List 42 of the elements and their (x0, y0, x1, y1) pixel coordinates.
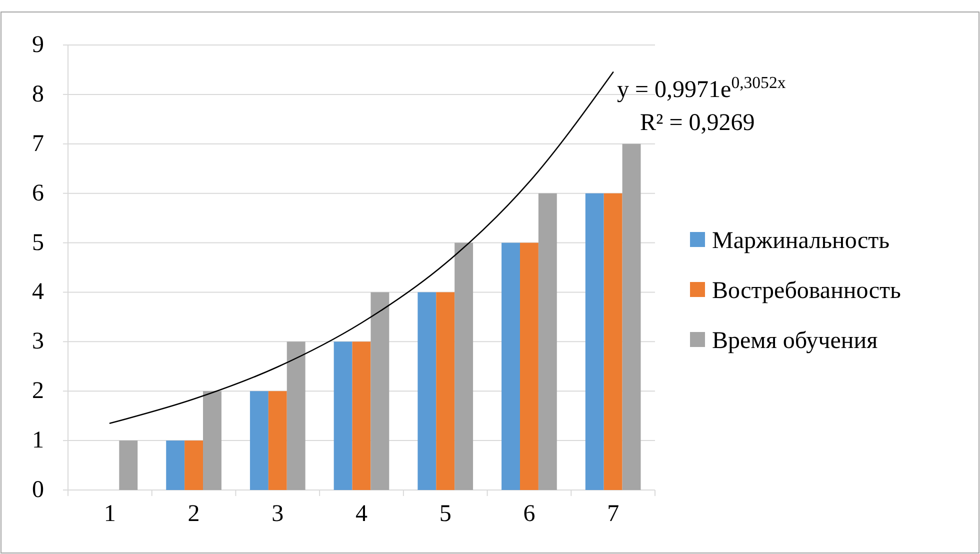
annotation: y = 0,9971e$^{0,3052x}$ (617, 72, 786, 103)
x-tick-label: 7 (607, 501, 620, 528)
bar (250, 391, 268, 490)
legend-label: Время обучения (712, 328, 878, 354)
y-tick-label: 7 (32, 130, 44, 157)
bar (334, 342, 352, 490)
bar (520, 242, 538, 490)
bar (352, 342, 371, 490)
annotation: R² = 0,9269 (640, 110, 755, 136)
x-tick-label: 3 (272, 501, 284, 528)
bar (502, 242, 520, 490)
bar (622, 144, 641, 490)
bar (203, 391, 222, 490)
y-tick-label: 9 (32, 32, 44, 58)
y-tick-label: 5 (32, 230, 44, 256)
bar (370, 292, 390, 490)
y-tick-label: 2 (32, 378, 44, 404)
bar (436, 292, 455, 490)
legend-label: Маржинальность (712, 228, 890, 254)
legend-label: Востребованность (712, 278, 901, 304)
bar (604, 193, 622, 490)
x-tick-label: 4 (356, 501, 368, 528)
x-tick-label: 1 (104, 501, 116, 528)
y-tick-label: 8 (32, 81, 44, 108)
x-tick-label: 6 (523, 501, 536, 528)
bar (286, 342, 306, 490)
y-tick-label: 0 (32, 477, 44, 503)
bar (184, 440, 204, 490)
line-series (109, 72, 614, 424)
bar (454, 242, 474, 490)
y-tick-label: 3 (32, 328, 44, 355)
y-tick-label: 1 (32, 428, 44, 454)
x-tick-label: 2 (188, 501, 200, 528)
y-tick-label: 4 (32, 279, 44, 306)
y-tick-label: 6 (32, 180, 44, 206)
bar (119, 440, 138, 490)
bar (538, 193, 557, 490)
bar (166, 440, 185, 490)
bar (418, 292, 436, 490)
bar (268, 391, 287, 490)
x-tick-label: 5 (439, 501, 452, 528)
bar (585, 193, 604, 490)
